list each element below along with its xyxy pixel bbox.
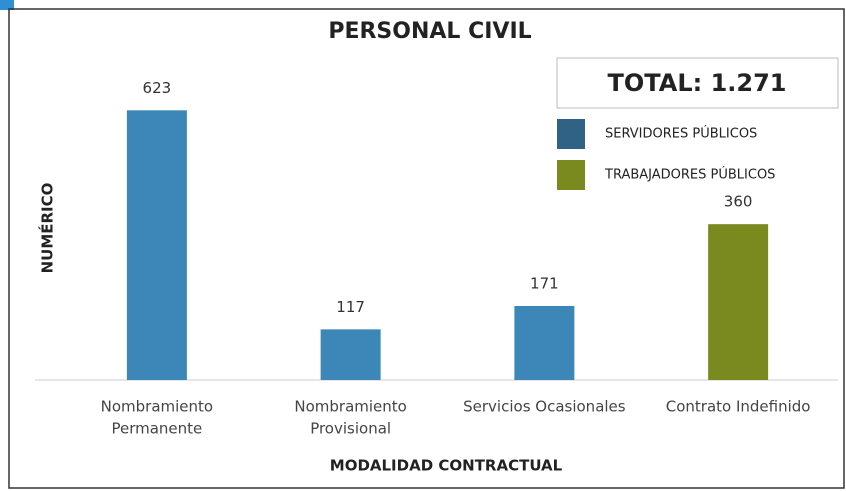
bar [708, 224, 769, 380]
legend-swatch [557, 119, 585, 149]
value-label: 171 [530, 274, 559, 292]
value-label: 117 [336, 298, 365, 316]
legend-label: SERVIDORES PÚBLICOS [605, 126, 757, 142]
y-axis-label: NUMÉRICO [38, 183, 57, 274]
x-tick-label: Nombramiento [294, 398, 406, 416]
corner-marker [0, 0, 14, 10]
value-label: 360 [724, 193, 753, 211]
x-tick-label: Servicios Ocasionales [463, 398, 626, 416]
x-tick-label: Nombramiento [101, 398, 213, 416]
x-axis-label: MODALIDAD CONTRACTUAL [330, 457, 563, 475]
chart-title: PERSONAL CIVIL [328, 19, 531, 44]
total-box [556, 57, 839, 109]
legend-label: TRABAJADORES PÚBLICOS [604, 167, 775, 183]
x-tick-label: Permanente [111, 420, 202, 438]
bar [320, 329, 381, 380]
x-tick-label: Provisional [310, 420, 391, 438]
total-text: TOTAL: 1.271 [607, 69, 786, 97]
bar [126, 110, 187, 380]
value-label: 623 [143, 79, 172, 97]
x-tick-label: Contrato Indefinido [666, 398, 811, 416]
bar [514, 305, 575, 380]
legend-swatch [557, 160, 585, 190]
chart-frame [8, 8, 845, 489]
